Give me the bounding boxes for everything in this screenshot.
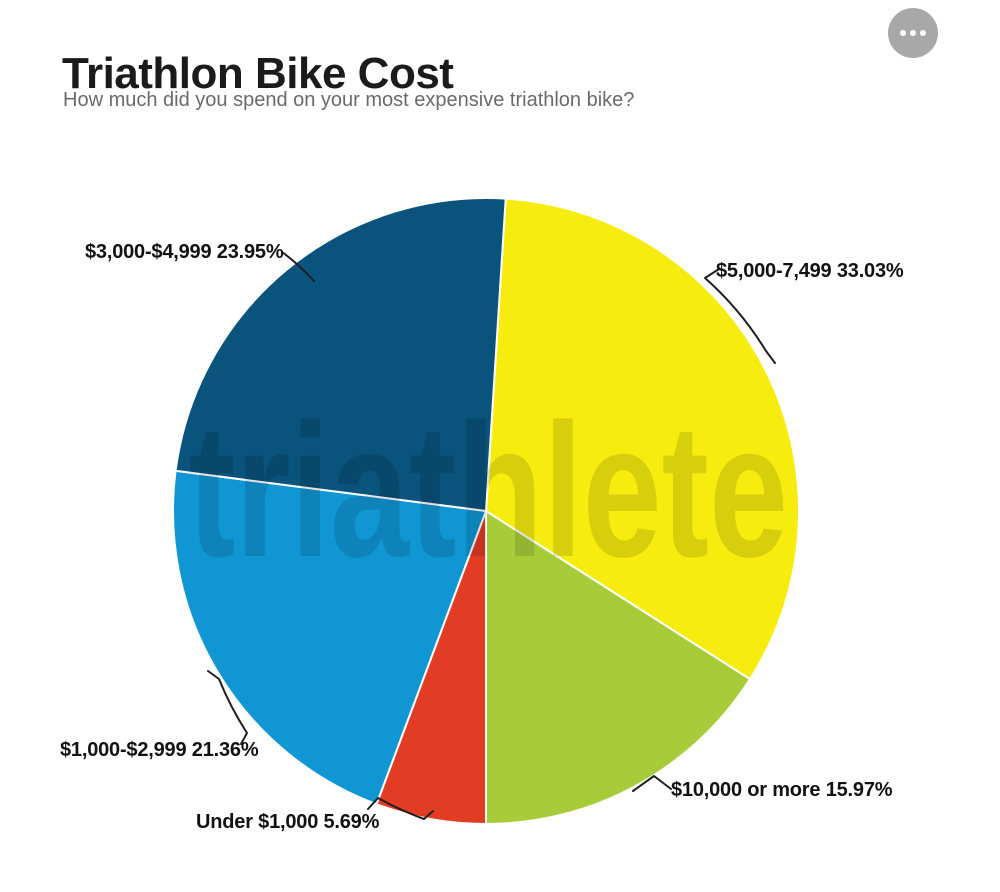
slice-label-3000-4999: $3,000-$4,999 23.95% [85, 241, 284, 263]
more-options-button[interactable] [888, 8, 938, 58]
pie-slice-0[interactable] [485, 197, 801, 681]
slice-label-1000-2999: $1,000-$2,999 21.36% [60, 739, 259, 761]
pie-slice-1[interactable] [485, 510, 751, 825]
ellipsis-icon [900, 30, 926, 36]
leader-line-3000-4999 [281, 251, 315, 282]
slice-label-5000-7499: $5,000-7,499 33.03% [716, 260, 904, 282]
pie-slice-4[interactable] [174, 197, 507, 512]
slice-label-10000-or-more: $10,000 or more 15.97% [671, 779, 893, 801]
page-subtitle: How much did you spend on your most expe… [63, 89, 635, 111]
leader-line-10000-or-more [632, 775, 672, 792]
slice-label-under-1000: Under $1,000 5.69% [196, 811, 380, 833]
leader-line-under-1000 [367, 797, 434, 820]
watermark-text: triathlete [188, 385, 788, 597]
pie-slice-3[interactable] [172, 469, 487, 806]
page-title: Triathlon Bike Cost [62, 49, 454, 99]
pie [172, 197, 801, 825]
leader-line-5000-7499 [704, 268, 776, 364]
leader-line-1000-2999 [207, 670, 248, 745]
